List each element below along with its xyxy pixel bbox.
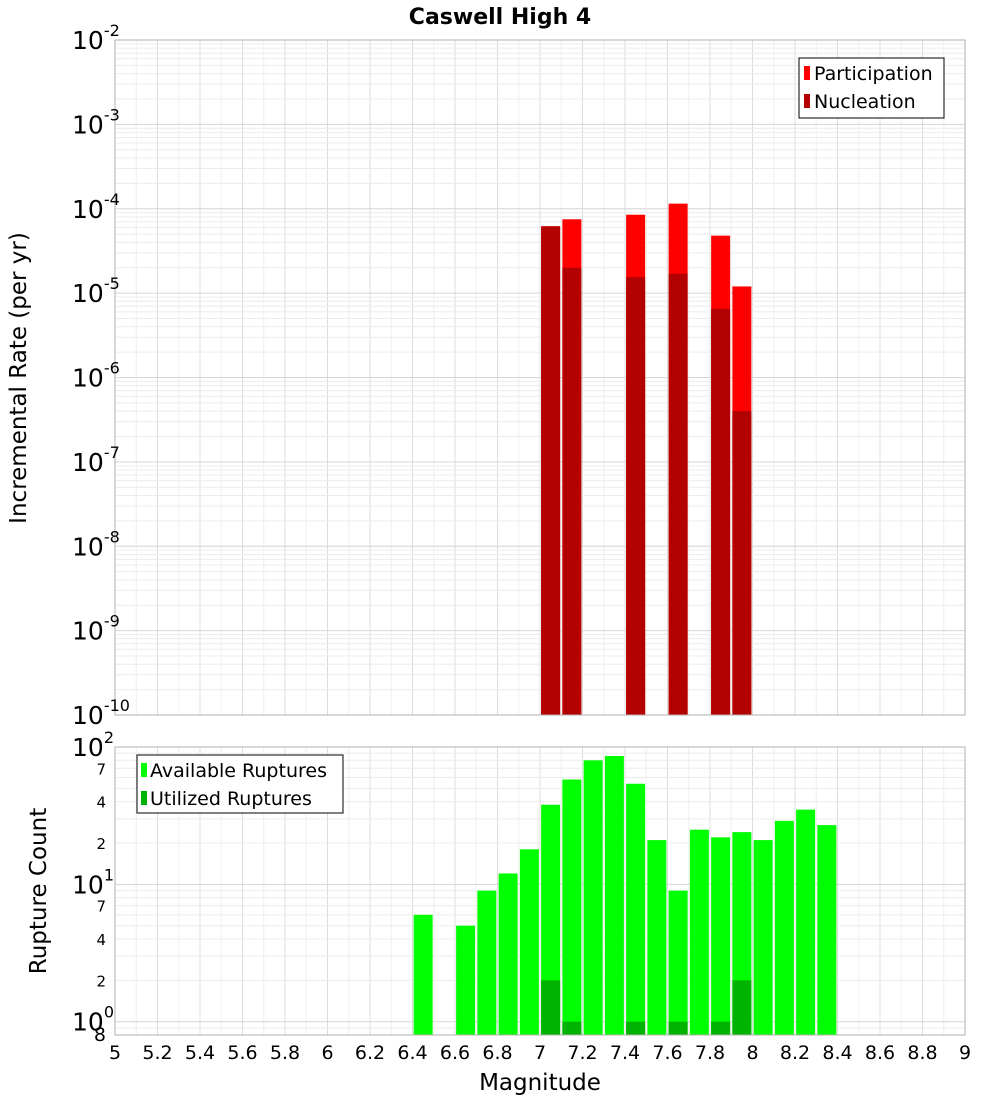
x-tick-labels: 5 5.2 5.4 5.6 5.8 6 6.2 6.4 6.6 6.8 7 7.2 7.4 7.6 7.8 8… (109, 1042, 971, 1064)
y-tick-label: 102 (72, 728, 114, 762)
count-legend: Available Ruptures Utilized Ruptures (136, 754, 344, 814)
x-tick-label: 6.2 (355, 1042, 385, 1064)
legend-label-utilized: Utilized Ruptures (150, 788, 312, 810)
count-plot-bars (413, 755, 837, 1035)
y-minor-tick-label: 7 (96, 898, 106, 916)
bar-utilized (711, 1021, 731, 1035)
x-tick-label: 5.4 (185, 1042, 215, 1064)
y-minor-tick-label: 8 (94, 1024, 106, 1046)
bar-available (519, 849, 539, 1035)
bar-available (498, 873, 518, 1035)
legend-swatch-nucleation (804, 94, 810, 108)
y-tick-label: 10-8 (72, 527, 120, 561)
x-tick-label: 8 (746, 1042, 758, 1064)
x-tick-label: 8.2 (780, 1042, 810, 1064)
bar-available (647, 840, 667, 1035)
rate-legend: Participation Nucleation (798, 57, 945, 119)
bar-nucleation (562, 267, 582, 715)
bar-available (796, 809, 816, 1035)
x-tick-label: 5.6 (227, 1042, 257, 1064)
legend-label-participation: Participation (814, 63, 933, 85)
bar-utilized (541, 980, 561, 1035)
x-tick-label: 9 (959, 1042, 971, 1064)
y-tick-label: 10-10 (72, 696, 130, 730)
bar-available (604, 755, 624, 1035)
bar-available (774, 820, 794, 1035)
y-tick-label: 101 (72, 865, 114, 899)
x-tick-label: 7.8 (695, 1042, 725, 1064)
legend-swatch-participation (804, 66, 810, 80)
x-tick-label: 7 (534, 1042, 546, 1064)
x-tick-label: 5 (109, 1042, 121, 1064)
bar-available (413, 914, 433, 1035)
bar-nucleation (541, 226, 561, 715)
bar-available (541, 804, 561, 1035)
y-minor-tick-label: 7 (96, 760, 106, 778)
bar-available (668, 890, 688, 1035)
y-minor-tick-label: 4 (96, 794, 106, 812)
y-tick-label: 10-6 (72, 359, 120, 393)
bar-nucleation (626, 277, 646, 715)
count-y-axis-label: Rupture Count (26, 808, 52, 974)
rate-plot-grid (114, 40, 966, 716)
rate-plot-bars (541, 203, 752, 716)
legend-label-nucleation: Nucleation (814, 91, 916, 113)
bar-available (583, 760, 603, 1035)
x-tick-label: 8.4 (822, 1042, 852, 1064)
chart-title: Caswell High 4 (409, 5, 591, 30)
bar-nucleation (668, 273, 688, 715)
count-plot-frame (114, 746, 966, 1036)
y-tick-label: 10-7 (72, 443, 120, 477)
bar-available (689, 829, 709, 1035)
rate-y-tick-labels: 10-10 10-9 10-8 10-7 10-6 10-5 10-4 10-3 10-2 (72, 21, 130, 730)
bar-available (456, 925, 476, 1035)
x-tick-label: 6.6 (440, 1042, 470, 1064)
rate-y-axis-label: Incremental Rate (per yr) (6, 232, 32, 524)
x-tick-label: 8.8 (907, 1042, 937, 1064)
y-tick-label: 100 (72, 1003, 114, 1037)
bar-utilized (732, 980, 752, 1035)
bar-utilized (668, 1021, 688, 1035)
legend-swatch-utilized (141, 791, 147, 805)
legend-label-available: Available Ruptures (150, 760, 327, 782)
bar-available (753, 840, 773, 1035)
y-tick-label: 10-4 (72, 190, 120, 224)
y-minor-tick-label: 2 (96, 835, 106, 853)
bar-utilized (626, 1021, 646, 1035)
x-tick-label: 7.2 (567, 1042, 597, 1064)
x-tick-label: 6.8 (482, 1042, 512, 1064)
y-tick-label: 10-3 (72, 105, 120, 139)
x-tick-label: 7.4 (610, 1042, 640, 1064)
x-axis-label: Magnitude (479, 1070, 601, 1096)
bar-available (817, 825, 837, 1035)
rate-plot-frame (114, 39, 966, 716)
y-tick-label: 10-2 (72, 21, 120, 55)
bar-nucleation (732, 411, 752, 715)
rate-plot: 10-10 10-9 10-8 10-7 10-6 10-5 10-4 10-3 10-2 In… (6, 21, 966, 730)
y-minor-tick-label: 4 (96, 931, 106, 949)
bar-available (711, 837, 731, 1035)
bar-available (477, 890, 497, 1035)
y-minor-tick-label: 2 (96, 972, 106, 990)
y-tick-label: 10-9 (72, 612, 120, 646)
y-tick-label: 10-5 (72, 274, 120, 308)
bar-available (626, 783, 646, 1035)
x-tick-label: 6 (321, 1042, 333, 1064)
count-plot: 100 101 102 8 2 4 7 2 4 7 5 5.2 5.4 5.6 5.8 6 6.2 6.4 6.6… (26, 728, 971, 1096)
x-tick-label: 5.2 (142, 1042, 172, 1064)
rate-legend-box (798, 57, 945, 119)
count-y-tick-labels: 100 101 102 8 2 4 7 2 4 7 (72, 728, 114, 1046)
bar-nucleation (711, 308, 731, 715)
legend-swatch-available (141, 763, 147, 777)
x-tick-label: 8.6 (865, 1042, 895, 1064)
x-tick-label: 7.6 (652, 1042, 682, 1064)
bar-utilized (562, 1021, 582, 1035)
x-tick-label: 5.8 (270, 1042, 300, 1064)
count-legend-box (136, 754, 344, 814)
bar-available (562, 779, 582, 1035)
x-tick-label: 6.4 (397, 1042, 427, 1064)
